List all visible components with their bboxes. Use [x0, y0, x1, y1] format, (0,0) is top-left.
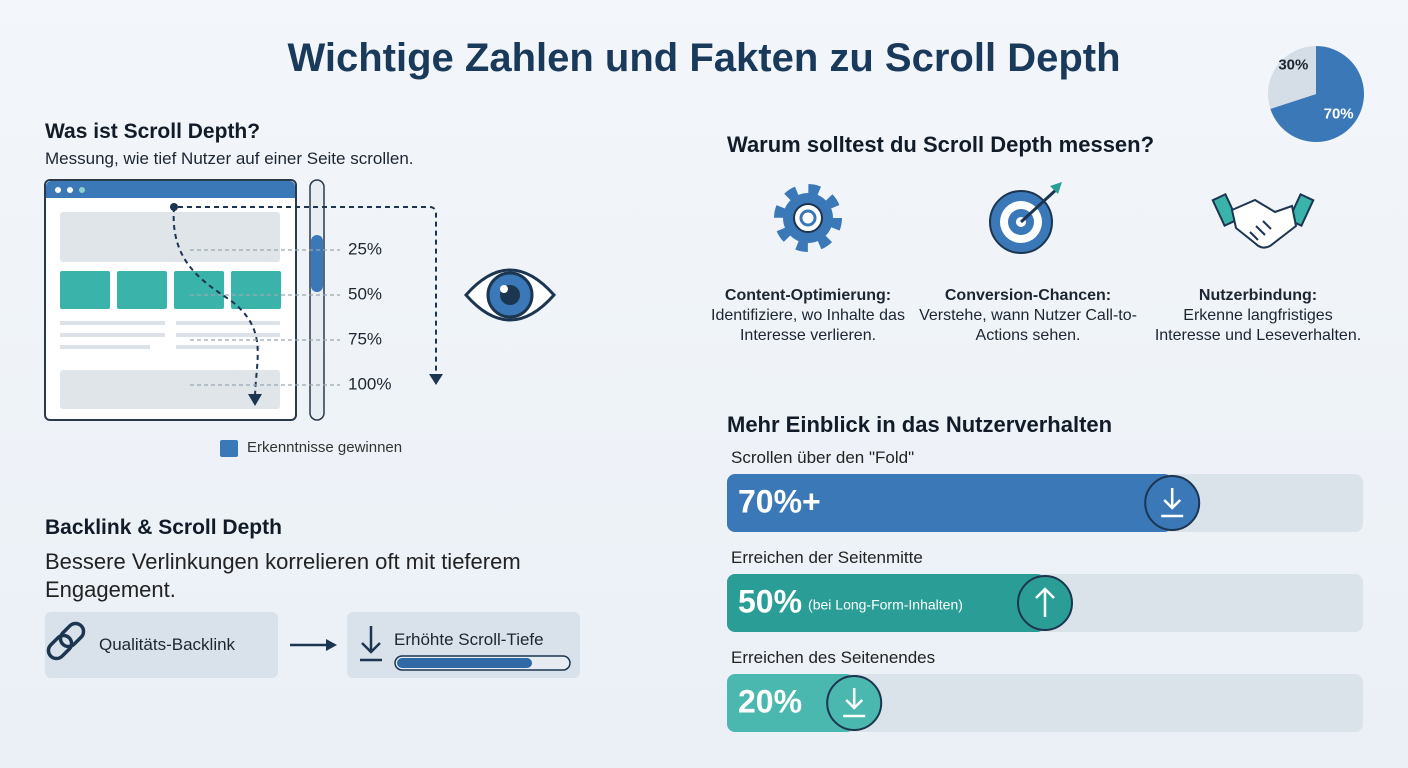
heading: Was ist Scroll Depth?: [45, 120, 261, 143]
bar-label: Erreichen der Seitenmitte: [731, 548, 923, 567]
reason-title: Content-Optimierung:: [724, 287, 892, 304]
bar-value: 70%+: [738, 483, 821, 519]
reason-title: Nutzerbindung:: [1198, 287, 1318, 304]
bar: [727, 574, 1045, 632]
arrow: [1161, 488, 1184, 518]
marker-label: 50%: [348, 284, 382, 303]
legend-label: Erkenntnisse gewinnen: [247, 439, 403, 456]
handshake-icon: [1211, 193, 1315, 249]
dot: [67, 187, 73, 193]
arrow: [843, 688, 866, 718]
reason-text: Erkenne langfristiges Interesse und Lese…: [1154, 307, 1362, 344]
dot: [79, 187, 85, 193]
title: Wichtige Zahlen und Fakten zu Scroll Dep…: [287, 36, 1121, 80]
reason-text: Identifiziere, wo Inhalte das Interesse …: [711, 307, 905, 344]
bar-note: (bei Long-Form-Inhalten): [808, 597, 963, 613]
bar: [727, 474, 1173, 532]
arrow-head: [248, 394, 262, 406]
arrow-icon: [1161, 488, 1184, 518]
block: [231, 271, 281, 309]
arrow: [1035, 587, 1055, 617]
reason: Content-Optimierung: Identifiziere, wo In…: [698, 286, 918, 346]
heading: Warum solltest du Scroll Depth messen?: [727, 132, 1155, 157]
legend-swatch: [220, 440, 238, 457]
scroll-path: [172, 206, 259, 401]
pie-slice: [1268, 46, 1316, 109]
bar-track: [727, 674, 1363, 732]
progress-fill: [397, 658, 532, 668]
marker-label: 75%: [348, 329, 382, 348]
arrow-head: [429, 374, 443, 385]
body-text: Bessere Verlinkungen korrelieren oft mit…: [45, 549, 521, 602]
bar-value: 50%: [738, 583, 802, 619]
reason-title: Conversion-Chancen:: [944, 287, 1112, 304]
target-icon: [989, 182, 1062, 254]
block: [60, 212, 280, 262]
box-label: Qualitäts-Backlink: [99, 635, 236, 654]
block: [174, 271, 224, 309]
reason: Conversion-Chancen: Verstehe, wann Nutzer…: [918, 286, 1138, 346]
pie-slice: [1270, 46, 1364, 142]
subtitle: Messung, wie tief Nutzer auf einer Seite…: [45, 149, 414, 168]
dot: [55, 187, 61, 193]
browser-bar: [46, 181, 295, 198]
reason: Nutzerbindung: Erkenne langfristiges Inte…: [1153, 286, 1363, 346]
bar-label: Erreichen des Seitenendes: [731, 648, 936, 667]
pie-label: 70%: [1324, 105, 1354, 122]
bar-value: 20%: [738, 683, 802, 719]
marker-label: 25%: [348, 239, 382, 258]
block: [60, 370, 280, 409]
heading: Backlink & Scroll Depth: [45, 516, 282, 539]
arrow-head: [326, 639, 337, 651]
arrow-icon: [1035, 587, 1055, 617]
gear-icon: [774, 184, 842, 252]
box-label: Erhöhte Scroll-Tiefe: [394, 630, 544, 649]
reason-text: Verstehe, wann Nutzer Call-to-Actions se…: [919, 307, 1137, 344]
scrollbar: [309, 179, 325, 421]
block: [117, 271, 167, 309]
scroll-path: [178, 206, 437, 375]
block: [60, 271, 110, 309]
dot: [170, 203, 178, 211]
heading: Mehr Einblick in das Nutzerverhalten: [727, 412, 1113, 437]
box: [45, 612, 278, 678]
text-lines: [60, 321, 280, 349]
bar: [727, 674, 855, 732]
scroll-thumb: [311, 235, 323, 292]
link-icon: [46, 621, 86, 661]
pie-label: 30%: [1278, 57, 1308, 74]
bar-label: Scrollen über den "Fold": [731, 448, 915, 467]
arrow-icon: [843, 688, 866, 718]
download-icon: [360, 626, 382, 662]
eye-icon: [464, 268, 556, 322]
marker-label: 100%: [348, 374, 391, 393]
